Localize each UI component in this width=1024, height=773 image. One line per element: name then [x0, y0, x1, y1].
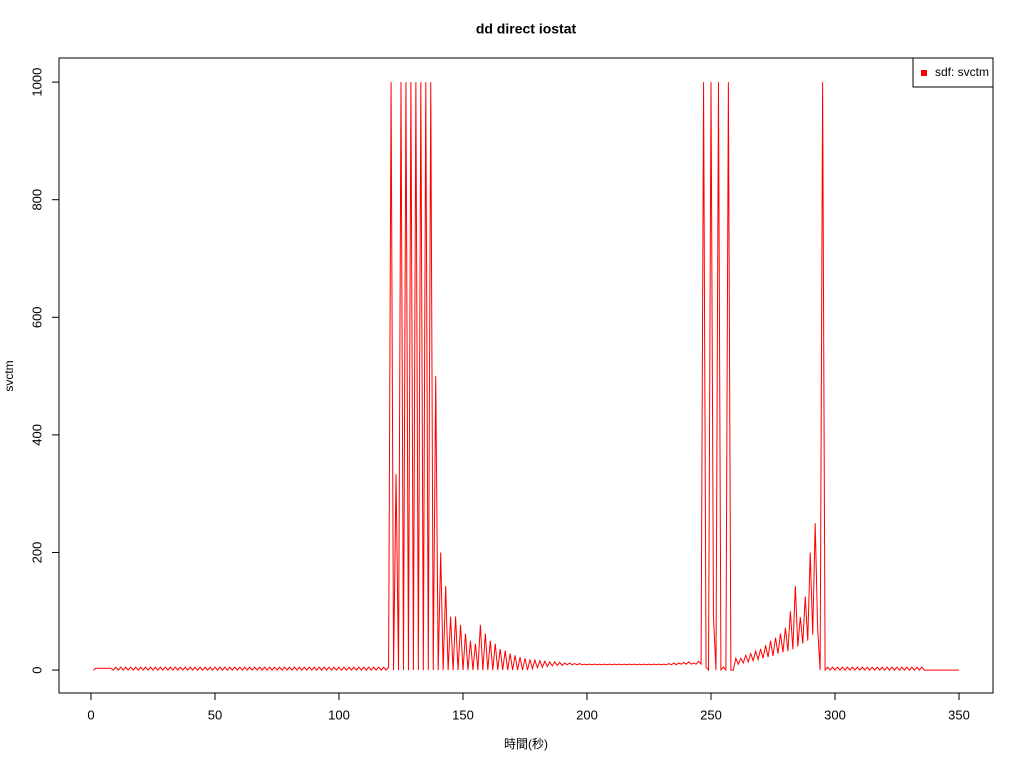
y-tick-label: 600 — [29, 306, 44, 328]
x-tick-label: 250 — [700, 707, 722, 722]
y-tick-label: 400 — [29, 424, 44, 446]
x-tick-label: 100 — [328, 707, 350, 722]
series-line — [93, 82, 960, 672]
x-tick-label: 0 — [87, 707, 94, 722]
plot-frame — [58, 57, 994, 694]
x-axis-label: 時間(秒) — [504, 737, 548, 751]
legend-label: sdf: svctm — [935, 65, 989, 79]
legend-swatch — [921, 70, 927, 76]
y-tick-label: 200 — [29, 542, 44, 564]
x-tick-label: 50 — [208, 707, 222, 722]
x-tick-label: 300 — [824, 707, 846, 722]
chart-title: dd direct iostat — [476, 21, 577, 37]
y-tick-label: 1000 — [29, 68, 44, 97]
x-tick-label: 150 — [452, 707, 474, 722]
y-tick-label: 800 — [29, 189, 44, 211]
x-tick-label: 200 — [576, 707, 598, 722]
y-axis-label: svctm — [2, 360, 16, 391]
y-tick-label: 0 — [29, 666, 44, 673]
x-tick-label: 350 — [948, 707, 970, 722]
